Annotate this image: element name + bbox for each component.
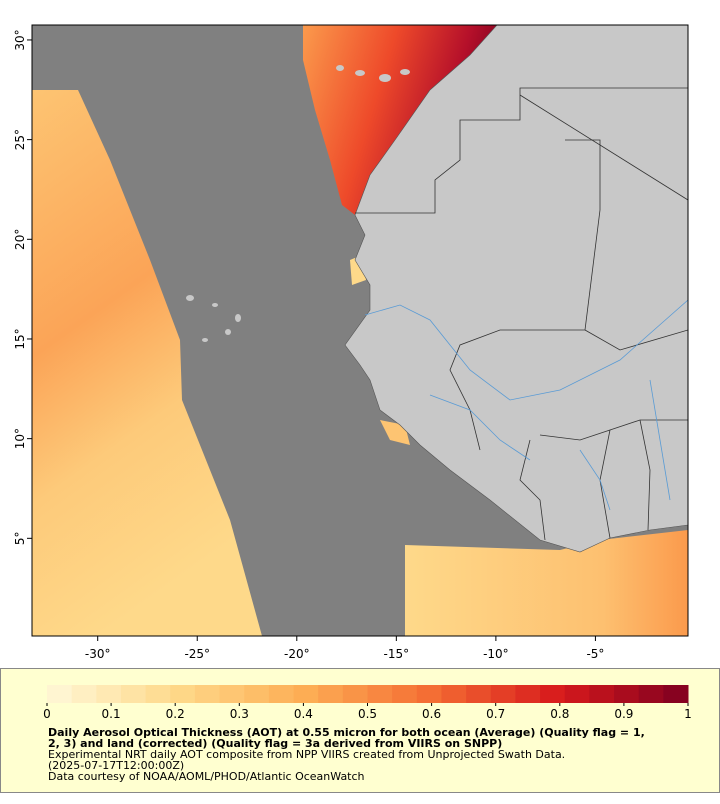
island [212,303,218,307]
caption-line: Data courtesy of NOAA/AOML/PHOD/Atlantic… [48,770,365,783]
islands [186,65,410,342]
colorbar-cell [564,685,590,703]
colorbar-tick-label: 0.3 [230,707,249,721]
colorbar-cell [96,685,122,703]
colorbar-cell [120,685,147,703]
colorbar-cell [342,685,368,703]
caption-title: Daily Aerosol Optical Thickness (AOT) at… [48,726,645,739]
border [355,87,688,214]
colorbar-tick-label: 0.7 [486,707,505,721]
y-tick-label: 30° [13,29,27,50]
x-tick-label: -25° [184,647,210,661]
colorbar-cell [244,685,270,703]
caption-line: (2025-07-17T12:00:00Z) [48,759,184,772]
y-tick-label: 10° [13,428,27,449]
island [379,74,391,82]
colorbar-cell [490,685,516,703]
colorbar-tick-label: 0.8 [550,707,569,721]
colorbar-tick-label: 0.1 [102,707,121,721]
colorbar-cell [540,685,566,703]
x-tick-label: -30° [85,647,111,661]
colorbar-tick-label: 1 [684,707,692,721]
border [584,329,688,351]
river [649,379,671,501]
colorbar-cell [663,685,689,703]
caption-line: Experimental NRT daily AOT composite fro… [48,748,565,761]
colorbar-cell [47,685,73,703]
colorbar-tick-label: 0.9 [614,707,633,721]
river [364,299,688,401]
border [449,139,601,451]
x-tick-label: -5° [586,647,604,661]
border [639,419,651,531]
x-tick-label: -15° [384,647,410,661]
colorbar-cell [416,685,442,703]
x-tick-label: -10° [483,647,509,661]
colorbar-cell [170,685,196,703]
colorbar-cell [466,685,492,703]
island [235,314,241,322]
colorbar-tick-label: 0.5 [358,707,377,721]
caption-title: 2, 3) and land (corrected) (Quality flag… [48,737,502,750]
colorbar-cell [589,685,615,703]
colorbar-cell [638,685,664,703]
colorbar-cell [318,685,344,703]
aot-north [303,25,497,215]
y-tick-label: 20° [13,229,27,250]
river [429,394,531,461]
border [519,439,546,541]
border [519,94,688,201]
y-tick-label: 5° [13,531,27,545]
colorbar-cell [293,685,319,703]
island [355,70,365,76]
colorbar-tick-label: 0.2 [166,707,185,721]
river [579,449,611,511]
colorbar-cell [219,685,245,703]
x-tick-label: -20° [284,647,310,661]
colorbar-cell [367,685,393,703]
y-tick-label: 15° [13,328,27,349]
aot-west [32,90,262,636]
colorbar-cell [392,685,418,703]
colorbar-cell [71,685,97,703]
colorbar-tick-label: 0 [43,707,51,721]
colorbar-tick-label: 0.6 [422,707,441,721]
colorbar-cell [441,685,467,703]
colorbar: 0 0.1 0.2 0.3 0.4 0.5 0.6 0.7 0.8 0.9 1 [43,685,692,721]
island [336,65,344,71]
colorbar-cell [194,685,221,703]
island [400,69,410,75]
colorbar-cell [515,685,541,703]
colorbar-cell [268,685,295,703]
island [202,338,208,342]
colorbar-cell [614,685,640,703]
plot-frame [31,24,689,637]
island [186,295,194,301]
colorbar-cell [145,685,171,703]
colorbar-tick-label: 0.4 [294,707,313,721]
map-area [32,25,688,636]
aot-south [405,530,688,636]
island [225,329,231,335]
y-tick-label: 25° [13,129,27,150]
